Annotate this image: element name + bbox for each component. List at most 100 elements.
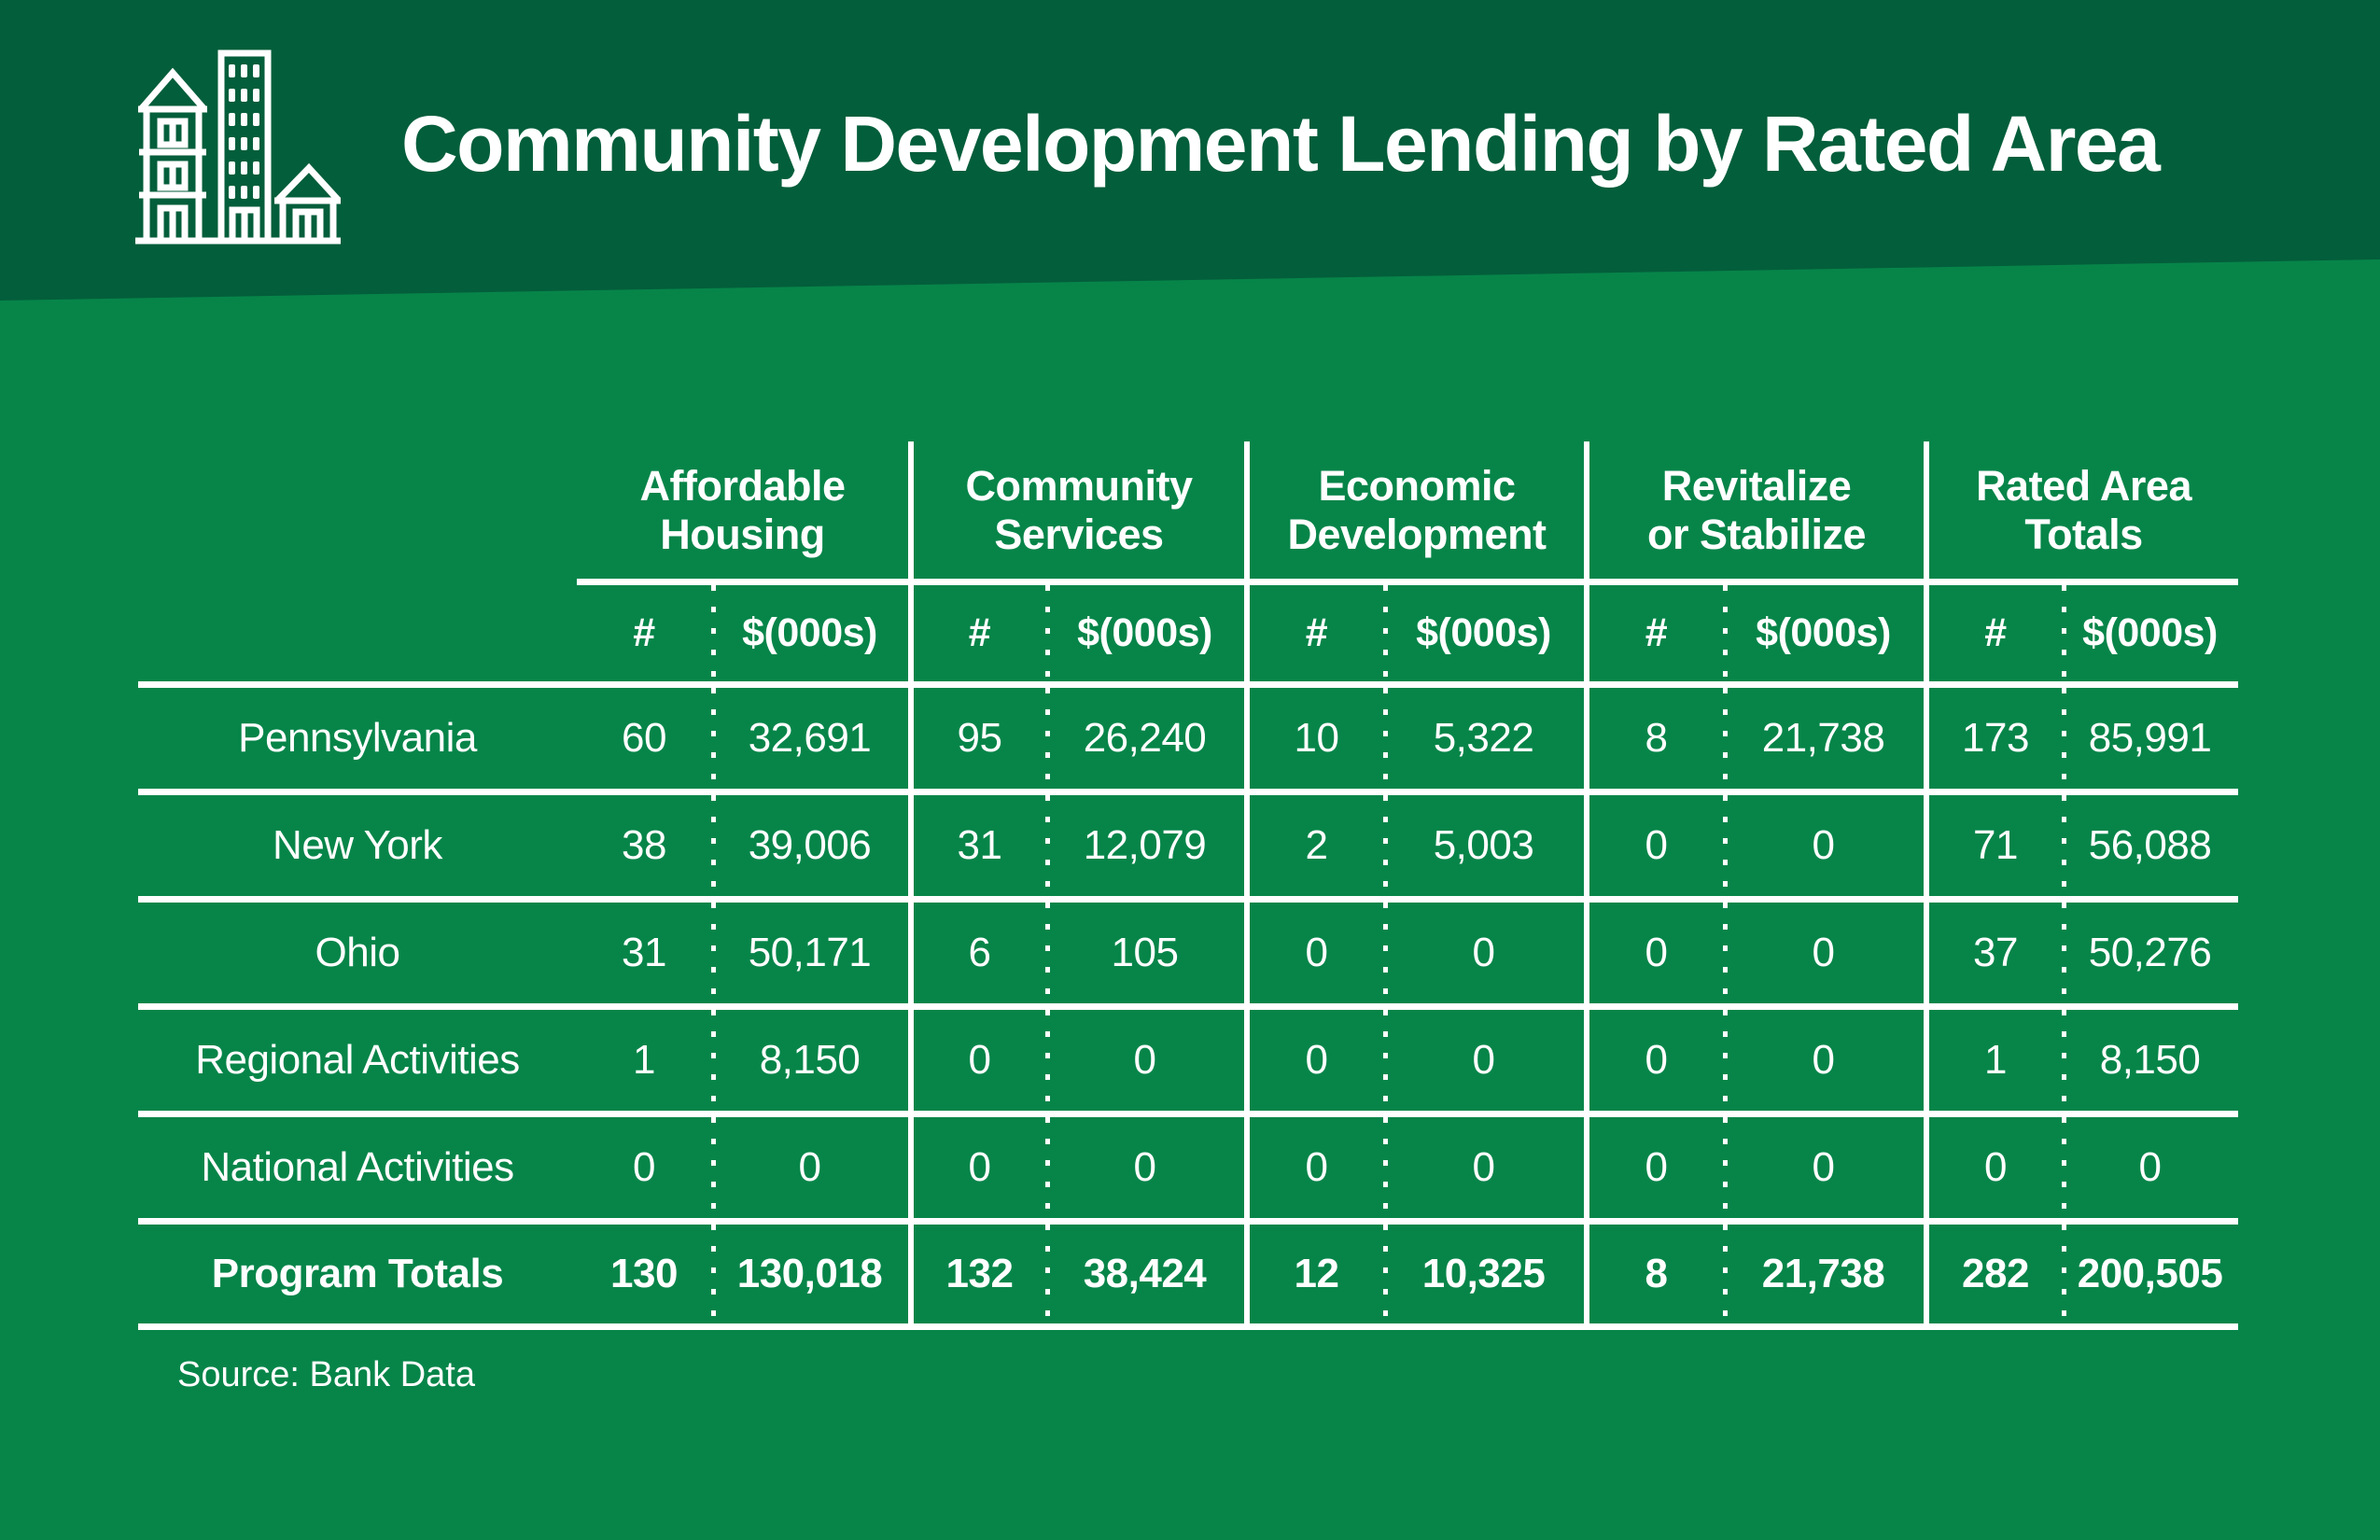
header-band bbox=[0, 0, 2380, 301]
table-cell: 5,322 bbox=[1383, 681, 1588, 792]
row-label: National Activities bbox=[138, 1111, 577, 1222]
table-cell: 12,079 bbox=[1045, 789, 1247, 900]
table-cell: 200,505 bbox=[2062, 1218, 2239, 1330]
table-cell: 71 bbox=[1924, 789, 2063, 900]
table-cell: 60 bbox=[577, 681, 711, 792]
table-cell: 0 bbox=[1584, 789, 1724, 900]
table-cell: 0 bbox=[2062, 1111, 2239, 1222]
table-cell: 32,691 bbox=[711, 681, 911, 792]
table-cell: 31 bbox=[577, 896, 711, 1007]
table-cell: 0 bbox=[1045, 1111, 1247, 1222]
table-cell: 0 bbox=[1924, 1111, 2063, 1222]
table-cell: 1 bbox=[577, 1003, 711, 1114]
table-cell: 0 bbox=[1723, 896, 1927, 1007]
table-cell: 12 bbox=[1244, 1218, 1383, 1330]
subheader-amount: $(000s) bbox=[1723, 581, 1927, 685]
corner-cell bbox=[138, 582, 577, 685]
group-label-line: Revitalize bbox=[1661, 461, 1852, 510]
corner-cell bbox=[138, 441, 577, 582]
row-label: Program Totals bbox=[138, 1218, 577, 1330]
table-cell: 0 bbox=[1383, 1003, 1588, 1114]
subheader-count: # bbox=[1244, 581, 1383, 685]
group-label-line: or Stabilize bbox=[1646, 510, 1867, 558]
table-cell: 50,171 bbox=[711, 896, 911, 1007]
table-cell: 21,738 bbox=[1723, 681, 1927, 792]
table-cell: 282 bbox=[1924, 1218, 2063, 1330]
table-cell: 8,150 bbox=[711, 1003, 911, 1114]
source-note: Source: Bank Data bbox=[177, 1355, 475, 1394]
table-row-national-activities: National Activities 0 0 0 0 0 0 0 0 0 0 bbox=[138, 1111, 2239, 1222]
group-label-line: Totals bbox=[2024, 510, 2143, 558]
table-cell: 0 bbox=[1584, 1003, 1724, 1114]
group-label-line: Affordable bbox=[639, 461, 847, 510]
table-cell: 38,424 bbox=[1045, 1218, 1247, 1330]
table-cell: 10 bbox=[1244, 681, 1383, 792]
table-cell: 0 bbox=[1723, 1003, 1927, 1114]
table-cell: 0 bbox=[1244, 896, 1383, 1007]
subheader-amount: $(000s) bbox=[1383, 581, 1588, 685]
table-cell: 0 bbox=[1723, 789, 1927, 900]
subheader-amount: $(000s) bbox=[711, 581, 911, 685]
group-header-affordable-housing: Affordable Housing bbox=[577, 441, 911, 585]
table-cell: 5,003 bbox=[1383, 789, 1588, 900]
group-label-line: Housing bbox=[660, 510, 825, 558]
subheader-count: # bbox=[908, 581, 1045, 685]
table-cell: 0 bbox=[577, 1111, 711, 1222]
group-header-rated-area-totals: Rated Area Totals bbox=[1924, 441, 2239, 585]
table-cell: 85,991 bbox=[2062, 681, 2239, 792]
page-title: Community Development Lending by Rated A… bbox=[401, 100, 2161, 188]
table-cell: 8 bbox=[1584, 1218, 1724, 1330]
group-label-line: Economic bbox=[1318, 461, 1516, 510]
table-cell: 0 bbox=[1045, 1003, 1247, 1114]
table-row-pennsylvania: Pennsylvania 60 32,691 95 26,240 10 5,32… bbox=[138, 681, 2239, 792]
table-cell: 0 bbox=[1584, 896, 1724, 1007]
table-cell: 6 bbox=[908, 896, 1045, 1007]
row-label: New York bbox=[138, 789, 577, 900]
group-label-line: Development bbox=[1287, 510, 1547, 558]
table-cell: 8 bbox=[1584, 681, 1724, 792]
table-cell: 0 bbox=[1383, 896, 1588, 1007]
table-cell: 132 bbox=[908, 1218, 1045, 1330]
table-cell: 38 bbox=[577, 789, 711, 900]
table-cell: 0 bbox=[1584, 1111, 1724, 1222]
table-cell: 8,150 bbox=[2062, 1003, 2239, 1114]
table-row-regional-activities: Regional Activities 1 8,150 0 0 0 0 0 0 … bbox=[138, 1003, 2239, 1114]
table-cell: 95 bbox=[908, 681, 1045, 792]
subheader-count: # bbox=[633, 610, 655, 655]
subheader-amount: $(000s) bbox=[2062, 581, 2239, 685]
table-cell: 130,018 bbox=[711, 1218, 911, 1330]
subheader-amount: $(000s) bbox=[1045, 581, 1247, 685]
subheader-count: # bbox=[1584, 581, 1724, 685]
group-header-economic-development: Economic Development bbox=[1243, 441, 1588, 585]
table-cell: 0 bbox=[908, 1111, 1045, 1222]
sub-header-row: # $(000s) # $(000s) # $(000s) # $(000s) … bbox=[138, 581, 2239, 685]
row-label: Pennsylvania bbox=[138, 681, 577, 792]
table-cell: 2 bbox=[1244, 789, 1383, 900]
table-cell: 50,276 bbox=[2062, 896, 2239, 1007]
table-cell: 130 bbox=[577, 1218, 711, 1330]
table-row-new-york: New York 38 39,006 31 12,079 2 5,003 0 0… bbox=[138, 789, 2239, 900]
subheader-count: # bbox=[1924, 581, 2063, 685]
table-cell: 31 bbox=[908, 789, 1045, 900]
group-label-line: Rated Area bbox=[1976, 461, 2191, 510]
group-header-community-services: Community Services bbox=[908, 441, 1247, 585]
group-label-line: Community bbox=[965, 461, 1194, 510]
table-cell: 105 bbox=[1045, 896, 1247, 1007]
table-cell: 0 bbox=[1244, 1111, 1383, 1222]
table-cell: 173 bbox=[1924, 681, 2063, 792]
group-label-line: Services bbox=[994, 510, 1164, 558]
table-row-ohio: Ohio 31 50,171 6 105 0 0 0 0 37 50,276 bbox=[138, 896, 2239, 1007]
group-header-revitalize-stabilize: Revitalize or Stabilize bbox=[1584, 441, 1927, 585]
table-cell: 39,006 bbox=[711, 789, 911, 900]
table-cell: 26,240 bbox=[1045, 681, 1247, 792]
group-header-row: Affordable Housing Community Services Ec… bbox=[138, 441, 2239, 585]
row-label: Regional Activities bbox=[138, 1003, 577, 1114]
table-cell: 0 bbox=[1383, 1111, 1588, 1222]
row-label: Ohio bbox=[138, 896, 577, 1007]
buildings-icon bbox=[135, 49, 341, 245]
table-cell: 0 bbox=[1244, 1003, 1383, 1114]
table-cell: 56,088 bbox=[2062, 789, 2239, 900]
table-row-program-totals: Program Totals 130 130,018 132 38,424 12… bbox=[138, 1218, 2239, 1330]
table-cell: 37 bbox=[1924, 896, 2063, 1007]
